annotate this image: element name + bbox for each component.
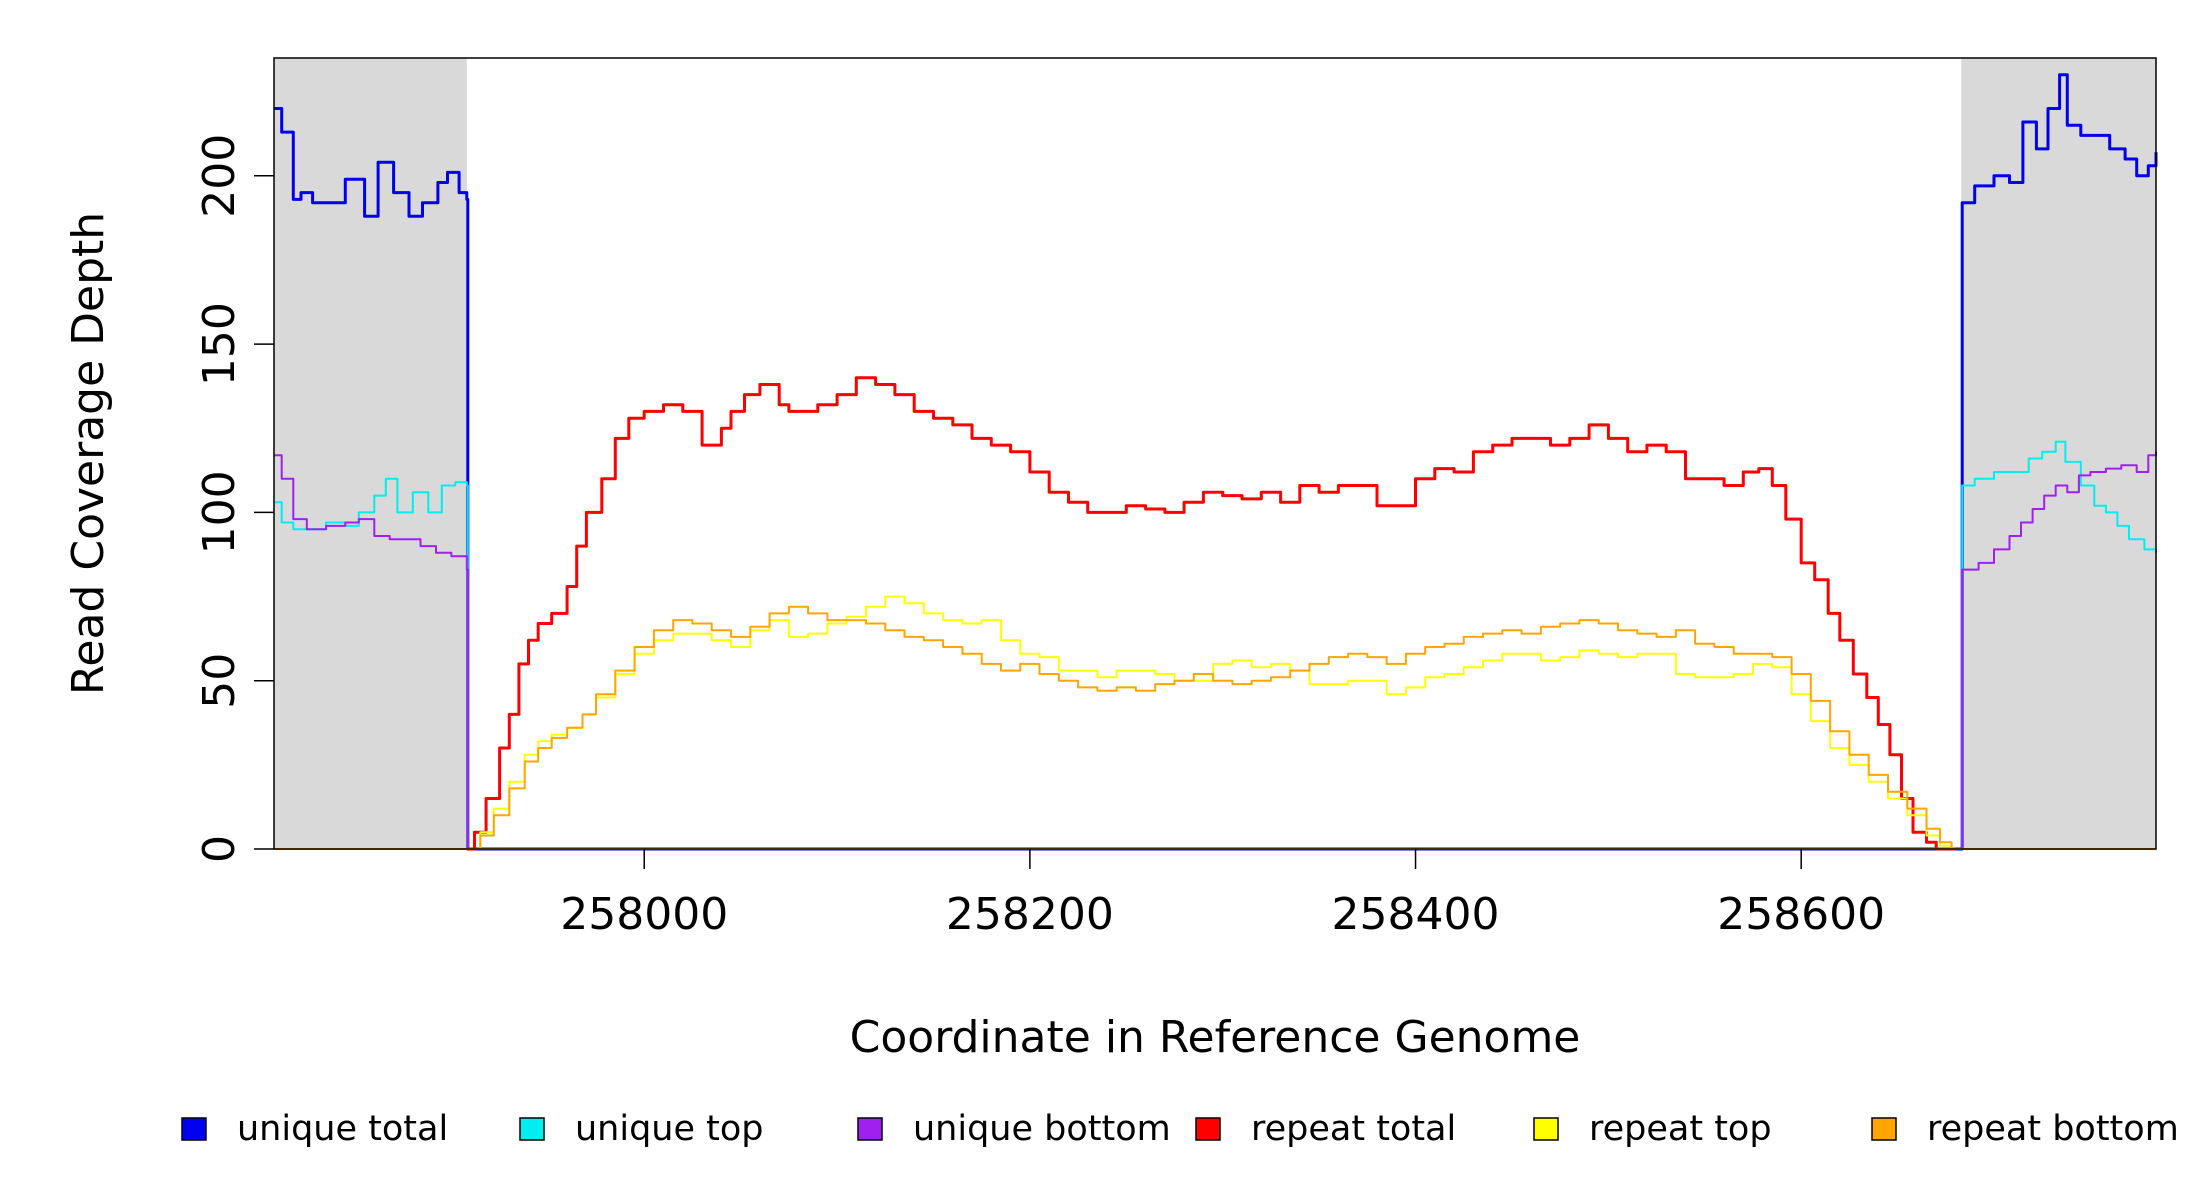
series-repeat-total-line xyxy=(466,376,1956,851)
series-unique-top-line xyxy=(274,440,2157,850)
y-tick-label: 0 xyxy=(194,835,245,863)
legend: unique total unique top unique bottom repea… xyxy=(181,1109,2179,1149)
legend-swatch xyxy=(1871,1117,1897,1141)
plot-frame xyxy=(273,57,2157,850)
legend-label: repeat top xyxy=(1589,1109,1772,1149)
x-tick-label: 258400 xyxy=(1332,889,1500,940)
y-tick-label: 50 xyxy=(194,653,245,709)
legend-label: unique top xyxy=(575,1109,764,1149)
x-axis: 258000 258200 258400 258600 xyxy=(560,849,1885,940)
legend-swatch xyxy=(1533,1117,1559,1141)
y-tick-label: 200 xyxy=(194,134,245,218)
legend-swatch xyxy=(1195,1117,1221,1141)
legend-label: repeat total xyxy=(1251,1109,1456,1149)
y-axis-title: Read Coverage Depth xyxy=(63,212,114,695)
legend-swatch xyxy=(519,1117,545,1141)
legend-label: repeat bottom xyxy=(1927,1109,2179,1149)
shaded-region-1 xyxy=(1961,58,2156,849)
series-repeat-bottom-line xyxy=(466,605,1962,850)
series-unique-bottom-line xyxy=(274,451,2157,850)
series-layer xyxy=(274,73,2158,851)
legend-swatch xyxy=(857,1117,883,1141)
y-axis: 0 50 100 150 200 xyxy=(194,134,274,863)
shaded-region-layer xyxy=(274,58,2156,849)
x-tick-label: 258600 xyxy=(1717,889,1885,940)
series-unique-total-line xyxy=(274,73,2158,851)
x-tick-label: 258200 xyxy=(946,889,1114,940)
legend-label: unique total xyxy=(237,1109,448,1149)
legend-label: unique bottom xyxy=(913,1109,1171,1149)
shaded-region-0 xyxy=(274,58,467,849)
x-tick-label: 258000 xyxy=(560,889,728,940)
y-tick-label: 150 xyxy=(194,302,245,386)
legend-swatch xyxy=(181,1117,207,1141)
y-tick-label: 100 xyxy=(194,470,245,554)
series-repeat-top-line xyxy=(466,595,1962,850)
x-axis-title: Coordinate in Reference Genome xyxy=(850,1012,1581,1063)
